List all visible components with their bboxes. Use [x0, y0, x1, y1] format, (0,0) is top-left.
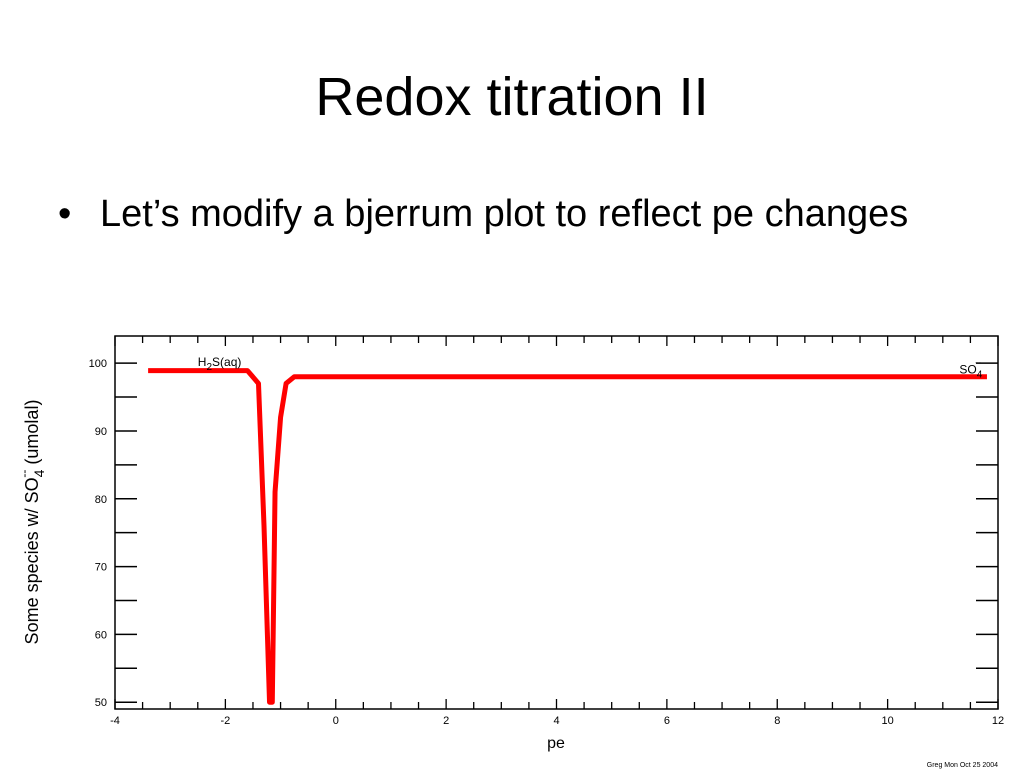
- bullet-marker: •: [58, 193, 72, 235]
- y-tick-label: 90: [95, 426, 107, 438]
- y-tick-label: 50: [95, 697, 107, 709]
- x-tick-label: -2: [220, 715, 230, 727]
- curve-annotation: H2S(aq): [198, 355, 242, 373]
- y-axis-label-superscript: --: [17, 470, 31, 478]
- y-axis-label-subscript: 4: [31, 469, 47, 477]
- annotations: H2S(aq) SO4--: [198, 355, 983, 380]
- x-tick-label: 2: [443, 715, 449, 727]
- slide-title: Redox titration II: [315, 67, 709, 127]
- x-tick-label: 4: [553, 715, 559, 727]
- x-tick-label: 8: [774, 715, 780, 727]
- curve-annotation: SO4--: [959, 357, 982, 380]
- footer-stamp: Greg Mon Oct 25 2004: [926, 762, 998, 769]
- y-tick-label: 100: [89, 358, 107, 370]
- series-lines: [148, 368, 987, 705]
- x-tick-label: 0: [333, 715, 339, 727]
- x-tick-label: 10: [882, 715, 894, 727]
- y-axis-label-prefix: Some species w/ SO: [22, 477, 42, 644]
- tick-labels: -4 -2 0 2 4 6 8 10 12 50 60 70 80 90 100: [89, 358, 1004, 727]
- x-tick-label: 6: [664, 715, 670, 727]
- tick-marks: [114, 336, 999, 709]
- y-tick-label: 80: [95, 494, 107, 506]
- series-line: [148, 368, 987, 705]
- plot-frame: [114, 335, 999, 710]
- bullet-text: Let’s modify a bjerrum plot to reflect p…: [100, 193, 909, 235]
- y-axis-label: Some species w/ SO4-- (umolal): [17, 400, 47, 645]
- x-axis-label: pe: [547, 735, 565, 752]
- y-axis-label-suffix: (umolal): [22, 400, 42, 470]
- y-tick-label: 70: [95, 562, 107, 574]
- x-tick-label: 12: [992, 715, 1004, 727]
- x-tick-label: -4: [110, 715, 120, 727]
- y-tick-label: 60: [95, 629, 107, 641]
